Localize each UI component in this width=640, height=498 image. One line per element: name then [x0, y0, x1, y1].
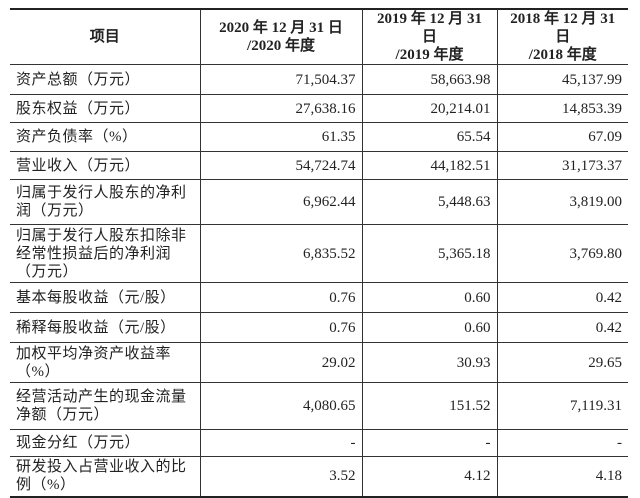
header-text: 2019 年 12 月 31 日	[376, 11, 482, 45]
table-row: 归属于发行人股东的净利润（万元） 6,962.44 5,448.63 3,819.00	[10, 179, 628, 225]
cell-value-2018: 31,173.37	[496, 151, 628, 180]
header-text: /2018 年度	[528, 47, 597, 63]
row-label: 资产总额（万元）	[10, 64, 201, 95]
cell-value-2020: 54,724.74	[199, 151, 363, 180]
table-row: 现金分红（万元） - - -	[10, 429, 628, 457]
row-label: 归属于发行人股东的净利润（万元）	[10, 179, 201, 225]
row-label: 稀释每股收益（元/股）	[10, 312, 201, 343]
header-text: 项目	[89, 29, 120, 45]
financial-summary-table: 项目 2020 年 12 月 31 日/2020 年度 2019 年 12 月 …	[10, 8, 628, 498]
row-label: 股东权益（万元）	[10, 94, 201, 123]
table-row: 资产总额（万元） 71,504.37 58,663.98 45,137.99	[10, 64, 628, 95]
row-label: 研发投入占营业收入的比例（%）	[10, 456, 201, 498]
header-text: /2019 年度	[395, 47, 464, 63]
cell-value-2018: 7,119.31	[496, 382, 628, 430]
header-row: 项目 2020 年 12 月 31 日/2020 年度 2019 年 12 月 …	[10, 8, 628, 65]
cell-value-2018: 45,137.99	[496, 64, 628, 95]
row-label: 加权平均净资产收益率（%）	[10, 342, 201, 383]
cell-value-2018: 4.18	[496, 456, 628, 498]
cell-value-2020: 6,962.44	[199, 179, 363, 225]
cell-value-2020: 4,080.65	[199, 382, 363, 430]
cell-value-2018: 3,769.80	[496, 224, 628, 283]
cell-value-2019: 0.60	[361, 282, 498, 313]
cell-value-2019: 20,214.01	[361, 94, 498, 123]
table-row: 研发投入占营业收入的比例（%） 3.52 4.12 4.18	[10, 456, 628, 498]
cell-value-2019: 4.12	[361, 456, 498, 498]
header-text: 2020 年 12 月 31 日	[219, 20, 343, 36]
cell-value-2018: 3,819.00	[496, 179, 628, 225]
cell-value-2020: 61.35	[199, 122, 363, 152]
row-label: 营业收入（万元）	[10, 151, 201, 180]
cell-value-2020: -	[199, 429, 363, 457]
table-row: 稀释每股收益（元/股） 0.76 0.60 0.42	[10, 312, 628, 343]
cell-value-2019: 5,365.18	[361, 224, 498, 283]
row-label: 现金分红（万元）	[10, 429, 201, 457]
cell-value-2020: 71,504.37	[199, 64, 363, 95]
cell-value-2019: 65.54	[361, 122, 498, 152]
cell-value-2020: 0.76	[199, 312, 363, 343]
table-row: 加权平均净资产收益率（%） 29.02 30.93 29.65	[10, 342, 628, 383]
table-row: 归属于发行人股东扣除非经常性损益后的净利润（万元） 6,835.52 5,365.1…	[10, 224, 628, 283]
cell-value-2020: 3.52	[199, 456, 363, 498]
cell-value-2019: 5,448.63	[361, 179, 498, 225]
cell-value-2020: 0.76	[199, 282, 363, 313]
row-label: 归属于发行人股东扣除非经常性损益后的净利润（万元）	[10, 224, 201, 283]
header-2019: 2019 年 12 月 31 日/2019 年度	[361, 8, 498, 65]
cell-value-2018: 67.09	[496, 122, 628, 152]
cell-value-2020: 29.02	[199, 342, 363, 383]
header-text: 2018 年 12 月 31 日	[510, 11, 616, 45]
table-row: 营业收入（万元） 54,724.74 44,182.51 31,173.37	[10, 151, 628, 180]
header-item: 项目	[10, 8, 201, 65]
table-row: 经营活动产生的现金流量净额（万元） 4,080.65 151.52 7,119.31	[10, 382, 628, 430]
table-row: 股东权益（万元） 27,638.16 20,214.01 14,853.39	[10, 94, 628, 123]
cell-value-2019: -	[361, 429, 498, 457]
cell-value-2019: 58,663.98	[361, 64, 498, 95]
cell-value-2020: 27,638.16	[199, 94, 363, 123]
cell-value-2018: -	[496, 429, 628, 457]
header-2020: 2020 年 12 月 31 日/2020 年度	[199, 8, 363, 65]
cell-value-2018: 29.65	[496, 342, 628, 383]
table-row: 基本每股收益（元/股） 0.76 0.60 0.42	[10, 282, 628, 313]
cell-value-2020: 6,835.52	[199, 224, 363, 283]
cell-value-2019: 0.60	[361, 312, 498, 343]
cell-value-2019: 30.93	[361, 342, 498, 383]
row-label: 资产负债率（%）	[10, 122, 201, 152]
row-label: 基本每股收益（元/股）	[10, 282, 201, 313]
row-label: 经营活动产生的现金流量净额（万元）	[10, 382, 201, 430]
header-2018: 2018 年 12 月 31 日/2018 年度	[496, 8, 628, 65]
cell-value-2018: 0.42	[496, 282, 628, 313]
cell-value-2019: 151.52	[361, 382, 498, 430]
cell-value-2019: 44,182.51	[361, 151, 498, 180]
cell-value-2018: 0.42	[496, 312, 628, 343]
cell-value-2018: 14,853.39	[496, 94, 628, 123]
header-text: /2020 年度	[247, 38, 315, 54]
table-row: 资产负债率（%） 61.35 65.54 67.09	[10, 122, 628, 152]
